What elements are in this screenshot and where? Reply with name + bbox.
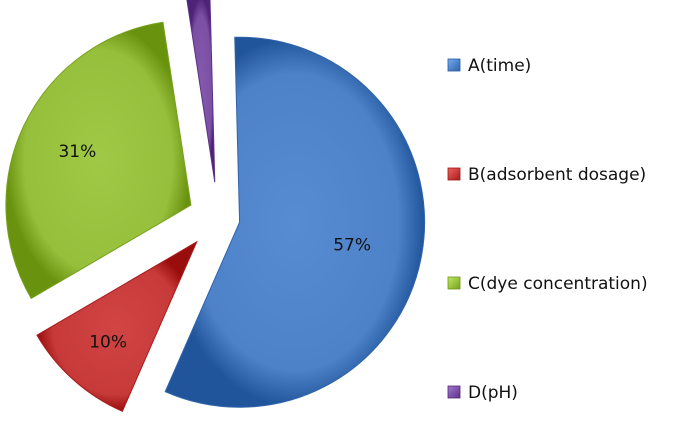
- pie-slice-d: [186, 0, 216, 183]
- pie-slice-b: [36, 240, 198, 412]
- legend-label-c: C(dye concentration): [468, 274, 648, 294]
- slice-label-b: 10%: [89, 332, 127, 352]
- legend-item-c: C(dye concentration): [447, 274, 648, 294]
- pie-slices: [5, 0, 426, 412]
- pie-slice-c: [5, 21, 192, 300]
- legend-swatch-a: [447, 58, 461, 72]
- slice-label-a: 57%: [333, 235, 371, 255]
- legend-label-a: A(time): [468, 56, 531, 76]
- legend-label-b: B(adsorbent dosage): [468, 165, 646, 185]
- slice-label-c: 31%: [58, 142, 96, 162]
- legend-swatch-c: [447, 276, 461, 290]
- legend-item-d: D(pH): [447, 383, 518, 403]
- legend: A(time) B(adsorbent dosage) C(dye concentr…: [447, 56, 648, 403]
- legend-swatch-d: [447, 385, 461, 399]
- pie-slice-labels: 57%10%31%2%: [58, 142, 371, 352]
- pie-slice-a: [164, 36, 426, 408]
- legend-label-d: D(pH): [468, 383, 518, 403]
- legend-swatch-b: [447, 167, 461, 181]
- legend-item-b: B(adsorbent dosage): [447, 165, 646, 185]
- legend-item-a: A(time): [447, 56, 531, 76]
